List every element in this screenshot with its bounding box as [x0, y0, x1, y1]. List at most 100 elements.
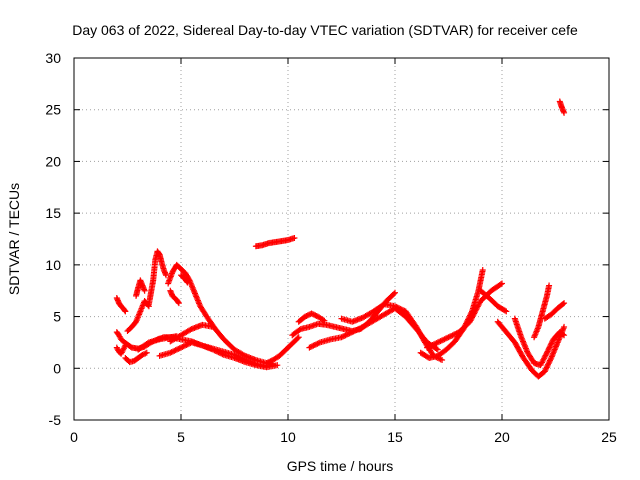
- data-point: [503, 308, 510, 315]
- data-point: [122, 342, 129, 349]
- data-point: [179, 343, 186, 350]
- data-point: [351, 327, 358, 334]
- data-point: [178, 344, 184, 351]
- data-point: [434, 339, 441, 346]
- data-point: [426, 343, 433, 350]
- data-point: [175, 300, 182, 307]
- data-point: [122, 308, 129, 315]
- data-point: [167, 349, 174, 356]
- data-point: [396, 305, 403, 312]
- data-point: [183, 278, 190, 285]
- data-point: [184, 341, 191, 348]
- data-point: [444, 334, 451, 341]
- data-point: [544, 363, 551, 370]
- data-point: [547, 343, 554, 350]
- data-point: [393, 303, 400, 310]
- data-point: [450, 331, 457, 338]
- y-tick-label: 25: [45, 102, 61, 118]
- axis-ticks: 0 5 10 15 20 25 -5 0 5 10 15 20 25 30: [45, 50, 617, 445]
- data-point: [548, 340, 555, 347]
- data-point: [479, 267, 486, 274]
- data-point: [424, 344, 431, 351]
- data-point: [445, 334, 452, 341]
- data-point: [235, 353, 242, 360]
- plot-frame: [73, 57, 610, 421]
- series-arc-peak-2: [165, 261, 277, 368]
- data-point: [433, 345, 440, 352]
- y-tick-label: 0: [53, 360, 61, 376]
- data-point: [347, 329, 354, 336]
- data-point: [425, 343, 432, 350]
- data-point: [545, 345, 552, 352]
- data-point: [182, 342, 189, 349]
- series-arc-mid-2: [156, 339, 270, 370]
- data-point: [339, 333, 346, 340]
- data-point: [353, 327, 360, 334]
- data-point: [441, 336, 448, 343]
- data-point: [143, 349, 150, 356]
- data-point: [234, 353, 241, 360]
- data-point: [175, 299, 182, 306]
- y-tick-label: -5: [49, 412, 62, 428]
- data-point: [429, 342, 436, 349]
- data-point: [232, 352, 239, 359]
- series-arc-peak-4: [178, 272, 191, 286]
- data-point: [307, 343, 314, 350]
- y-tick-label: 30: [45, 50, 61, 66]
- y-tick-label: 5: [53, 309, 61, 325]
- data-point: [449, 332, 456, 339]
- series-arc-afternoon-3: [477, 287, 510, 315]
- data-point: [238, 355, 245, 362]
- series-arc-evening-3: [531, 282, 553, 341]
- x-tick-label: 0: [70, 429, 78, 445]
- data-point: [355, 325, 362, 332]
- x-tick-label: 25: [601, 429, 617, 445]
- data-point: [545, 347, 552, 354]
- data-point: [141, 287, 148, 294]
- data-point: [497, 281, 504, 288]
- data-point: [446, 333, 453, 340]
- data-point: [121, 343, 128, 350]
- data-point: [499, 280, 505, 287]
- data-point: [400, 307, 407, 314]
- data-point: [546, 344, 553, 351]
- data-point: [561, 109, 568, 116]
- chart-title: Day 063 of 2022, Sidereal Day-to-day VTE…: [72, 22, 578, 38]
- data-point: [184, 279, 191, 286]
- data-point: [121, 307, 128, 314]
- data-point: [394, 304, 401, 311]
- data-point: [183, 342, 190, 349]
- x-tick-label: 20: [494, 429, 510, 445]
- data-point: [397, 305, 404, 312]
- series-arc-peak-1: [145, 248, 170, 308]
- y-axis-label: SDTVAR / TECUs: [6, 183, 22, 295]
- data-point: [169, 348, 176, 355]
- data-point: [236, 354, 243, 361]
- series-arc-mid-3: [167, 321, 217, 345]
- series-arc-midday-4: [338, 301, 446, 364]
- data-point: [321, 317, 328, 324]
- data-point: [561, 332, 568, 339]
- data-point: [452, 331, 459, 338]
- data-point: [543, 349, 550, 356]
- data-point: [543, 351, 550, 358]
- data-point: [434, 346, 441, 353]
- data-point: [547, 341, 554, 348]
- data-point: [163, 272, 170, 279]
- data-point: [310, 342, 317, 349]
- data-point: [428, 342, 435, 349]
- data-point: [432, 340, 439, 347]
- series-arc-early-1: [113, 294, 129, 315]
- data-point: [448, 332, 455, 339]
- data-point: [240, 356, 247, 363]
- data-point: [187, 326, 194, 333]
- data-point: [439, 357, 446, 364]
- y-tick-label: 20: [45, 153, 61, 169]
- x-axis-label: GPS time / hours: [287, 458, 394, 474]
- data-point: [338, 334, 345, 341]
- data-point: [274, 362, 281, 369]
- data-point: [542, 367, 549, 374]
- data-point: [350, 328, 357, 335]
- data-point: [561, 323, 568, 330]
- data-point: [392, 289, 398, 296]
